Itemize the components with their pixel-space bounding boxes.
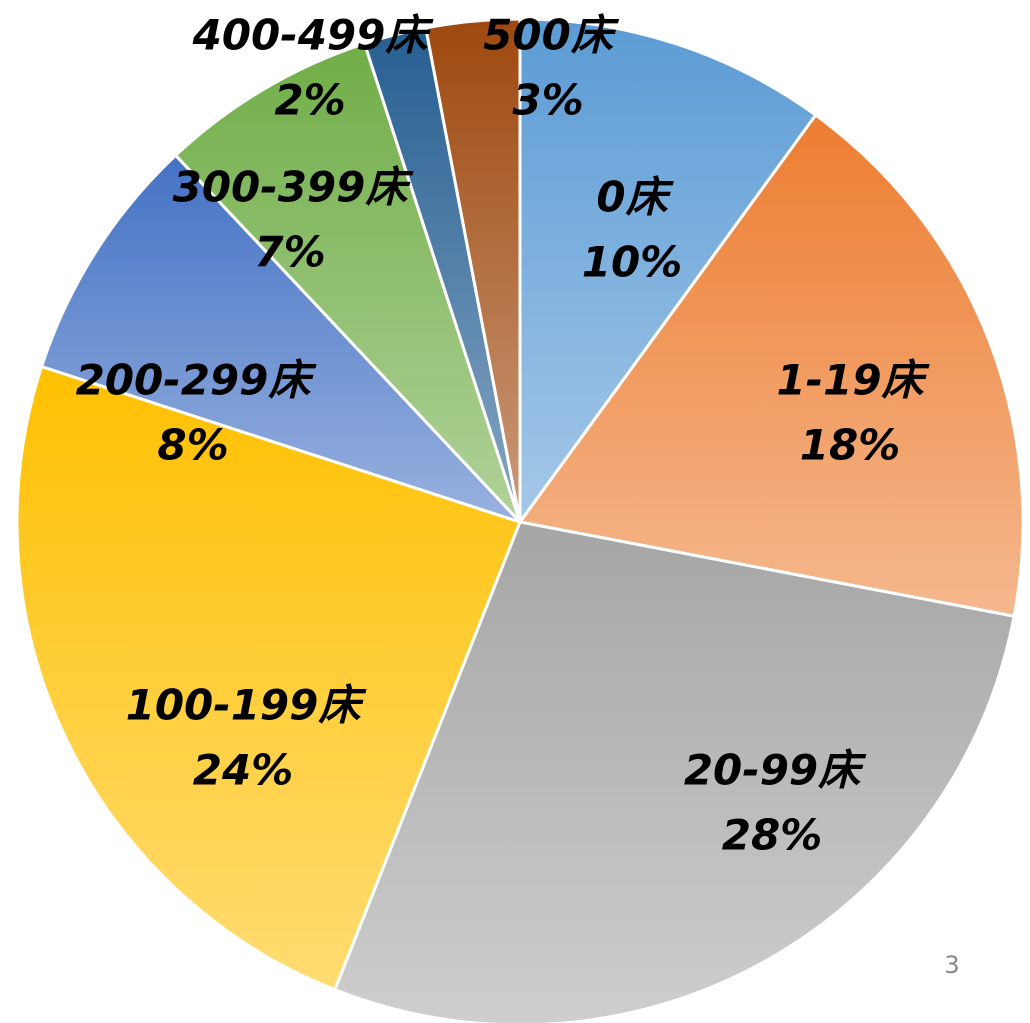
slice-category-label: 300-399床 [173,163,415,212]
pie-slice [39,153,522,524]
slice-value-label: 18% [800,421,901,470]
slice-category-label: 500床 [483,11,620,60]
pie-slice [423,17,522,523]
pie-slice [518,17,818,527]
slice-value-label: 10% [582,238,683,287]
slice-value-label: 7% [254,228,325,277]
slice-category-label: 100-199床 [126,681,368,730]
slice-value-label: 28% [722,811,823,860]
slice-category-label: 200-299床 [76,356,318,405]
slice-value-label: 8% [157,421,228,470]
slice-category-label: 1-19床 [776,356,930,405]
pie-slice [517,112,1025,619]
slice-category-label: 20-99床 [684,746,867,795]
slice-value-label: 24% [193,746,294,795]
slice-category-label: 400-499床 [192,11,435,60]
pie-slice [332,520,1016,1023]
pie-slice [173,41,522,524]
slice-value-label: 3% [512,76,583,125]
slice-value-label: 2% [274,76,345,125]
page-number: 3 [944,951,959,979]
pie-slice [15,364,522,992]
slice-category-label: 0床 [596,173,674,222]
